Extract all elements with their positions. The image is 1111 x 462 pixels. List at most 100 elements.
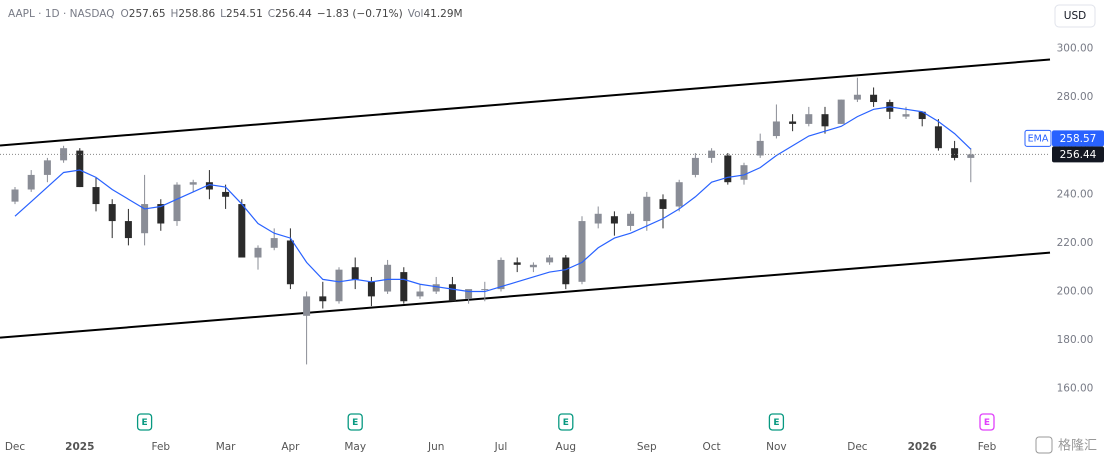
x-tick-label: Jun — [427, 441, 444, 453]
event-label: E — [352, 418, 358, 428]
candle-body — [967, 154, 975, 158]
trend-line — [0, 58, 1051, 147]
candle-body — [643, 196, 651, 222]
x-tick-label: 2026 — [908, 441, 937, 453]
candle-body — [157, 204, 165, 224]
candle-body — [772, 121, 780, 137]
candle-body — [870, 94, 878, 103]
ema-tag-name: EMA — [1028, 133, 1049, 144]
event-label: E — [563, 418, 569, 428]
change: −1.83 (−0.71%) — [316, 8, 403, 20]
y-tick-label: 280.00 — [1057, 91, 1094, 103]
candle-body — [319, 296, 327, 302]
event-icon — [347, 413, 363, 431]
candle-body — [238, 204, 246, 258]
y-tick-label: 200.00 — [1057, 286, 1094, 298]
candle-body — [918, 111, 926, 120]
candle-body — [400, 272, 408, 302]
x-tick-label: Apr — [281, 441, 300, 453]
candle-body — [335, 269, 343, 302]
event-icon — [768, 413, 785, 431]
event-icon — [979, 413, 995, 431]
label: Vol — [407, 8, 424, 20]
candle-body — [11, 189, 19, 202]
candle-body — [740, 165, 748, 180]
candle-body — [675, 182, 683, 207]
currency-button[interactable] — [1054, 4, 1096, 28]
candle-body — [594, 213, 602, 224]
candle-body — [351, 267, 359, 280]
currency-label[interactable]: USD — [1064, 10, 1086, 22]
value: 254.51 — [226, 8, 263, 20]
event-icon — [136, 413, 153, 431]
x-tick-label: Oct — [703, 441, 721, 453]
candle-body — [173, 184, 181, 222]
candle-body — [546, 257, 554, 263]
value: 257.65 — [128, 8, 166, 20]
y-tick-label: 300.00 — [1057, 43, 1094, 55]
value: 41.29M — [423, 8, 463, 20]
candle-body — [205, 182, 213, 190]
x-tick-label: Feb — [978, 441, 997, 453]
candle-body — [367, 281, 375, 297]
candle-body — [821, 114, 829, 127]
ema-tag-label: 258.57 — [1060, 133, 1097, 145]
candle-body — [578, 221, 586, 282]
y-tick-label: 180.00 — [1057, 334, 1094, 346]
candle-body — [562, 257, 570, 285]
candle-body — [789, 121, 797, 124]
x-tick-label: Mar — [216, 441, 236, 453]
label: C — [267, 8, 276, 20]
x-tick-label: Jul — [494, 441, 508, 453]
candle-body — [513, 262, 521, 265]
x-tick-label: May — [344, 441, 366, 453]
candle-body — [902, 114, 910, 117]
value: 256.44 — [275, 8, 312, 20]
ema-tag-name-box — [1024, 129, 1052, 147]
candle-body — [432, 284, 440, 292]
y-tick-label: 160.00 — [1057, 383, 1094, 395]
event-icon — [558, 413, 574, 431]
ema-line — [14, 106, 972, 293]
candle-body — [76, 150, 84, 188]
candle-body — [222, 191, 230, 197]
candle-body — [124, 221, 132, 239]
label: O — [120, 8, 129, 20]
candle-body — [481, 289, 489, 291]
candle-body — [756, 140, 764, 156]
event-label: E — [773, 418, 779, 428]
price-tag-label: 256.44 — [1060, 149, 1097, 161]
ema-tag — [1052, 130, 1104, 147]
watermark-icon — [1035, 436, 1053, 454]
candle-body — [627, 213, 635, 226]
candle-body — [270, 238, 278, 248]
candle-body — [141, 204, 149, 234]
candle-body — [853, 94, 861, 100]
candle-body — [27, 174, 35, 190]
candle-body — [724, 155, 732, 183]
y-tick-label: 220.00 — [1057, 237, 1094, 249]
candle-body — [465, 289, 473, 299]
y-tick-label: 240.00 — [1057, 188, 1094, 200]
event-label: E — [142, 418, 148, 428]
trend-line — [0, 251, 1051, 339]
candle-body — [529, 264, 537, 268]
x-tick-label: Dec — [5, 441, 26, 453]
chart-header: AAPL · 1D · NASDAQ O257.65 H258.86 L254.51 C… — [8, 8, 468, 20]
candle-body — [286, 240, 294, 285]
candle-body — [934, 126, 942, 149]
label: H — [170, 8, 179, 20]
event-label: E — [984, 418, 990, 428]
candle-body — [837, 99, 845, 124]
symbol: AAPL · 1D · NASDAQ — [8, 8, 115, 20]
candle-body — [448, 284, 456, 302]
candle-body — [951, 148, 959, 158]
candle-body — [189, 182, 197, 185]
x-tick-label: Feb — [152, 441, 171, 453]
label: L — [220, 8, 227, 20]
price-tag — [1052, 146, 1104, 163]
value: 258.86 — [178, 8, 216, 20]
candle-body — [254, 247, 262, 258]
